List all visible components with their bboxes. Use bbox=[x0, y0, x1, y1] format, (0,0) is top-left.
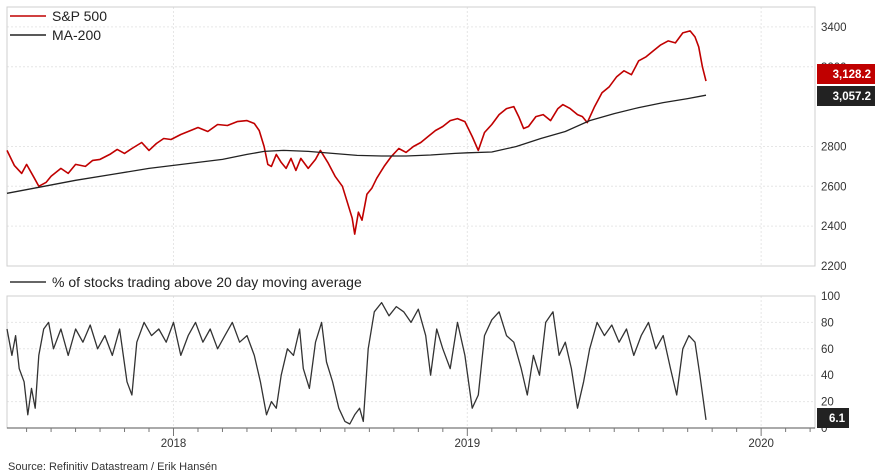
x-axis: 2018 2019 2020 bbox=[7, 427, 815, 450]
y-tick-label-top-5: 2200 bbox=[821, 261, 847, 273]
y-tick-label-bottom-2: 60 bbox=[821, 344, 834, 356]
y-tick-label-bottom-1: 80 bbox=[821, 317, 834, 329]
legend-label-top-0: S&P 500 bbox=[52, 8, 107, 24]
legend-label-bottom-0: % of stocks trading above 20 day moving … bbox=[52, 274, 362, 290]
last-value-label-bottom-0: 6.1 bbox=[829, 413, 846, 425]
legend-label-top-1: MA-200 bbox=[52, 27, 101, 43]
last-value-badge-top-1 bbox=[817, 86, 875, 106]
sp500-panel: 3400320028002600240022003,128.23,057.2S&… bbox=[6, 6, 875, 273]
last-value-label-top-0: 3,128.2 bbox=[833, 69, 871, 81]
series-line--of-stocks-trading-above-20-day-moving-average bbox=[6, 301, 707, 425]
y-tick-label-bottom-3: 40 bbox=[821, 370, 834, 382]
last-value-label-top-1: 3,057.2 bbox=[833, 91, 871, 103]
series-line-ma-200 bbox=[6, 94, 707, 194]
series-line-s-p-500 bbox=[6, 30, 707, 235]
y-tick-label-bottom-0: 100 bbox=[821, 291, 840, 303]
x-tick-label-2: 2020 bbox=[748, 438, 774, 450]
y-tick-label-top-0: 3400 bbox=[821, 22, 847, 34]
y-tick-label-top-3: 2600 bbox=[821, 181, 847, 193]
breadth-panel: 100 80 60 40 20 06.1 % of stocks trading above… bbox=[6, 274, 849, 435]
x-tick-label-0: 2018 bbox=[161, 438, 187, 450]
y-tick-label-bottom-4: 20 bbox=[821, 397, 834, 409]
last-value-badge-bottom-0 bbox=[817, 408, 849, 428]
plot-frame-bottom bbox=[6, 295, 816, 429]
source-note: Source: Refinitiv Datastream / Erik Hans… bbox=[8, 461, 217, 473]
plot-frame-top bbox=[6, 6, 816, 267]
y-tick-label-top-2: 2800 bbox=[821, 141, 847, 153]
last-value-badge-top-0 bbox=[817, 64, 875, 84]
y-tick-label-top-4: 2400 bbox=[821, 221, 847, 233]
y-tick-label-bottom-5: 0 bbox=[821, 423, 827, 435]
x-tick-label-1: 2019 bbox=[455, 438, 481, 450]
